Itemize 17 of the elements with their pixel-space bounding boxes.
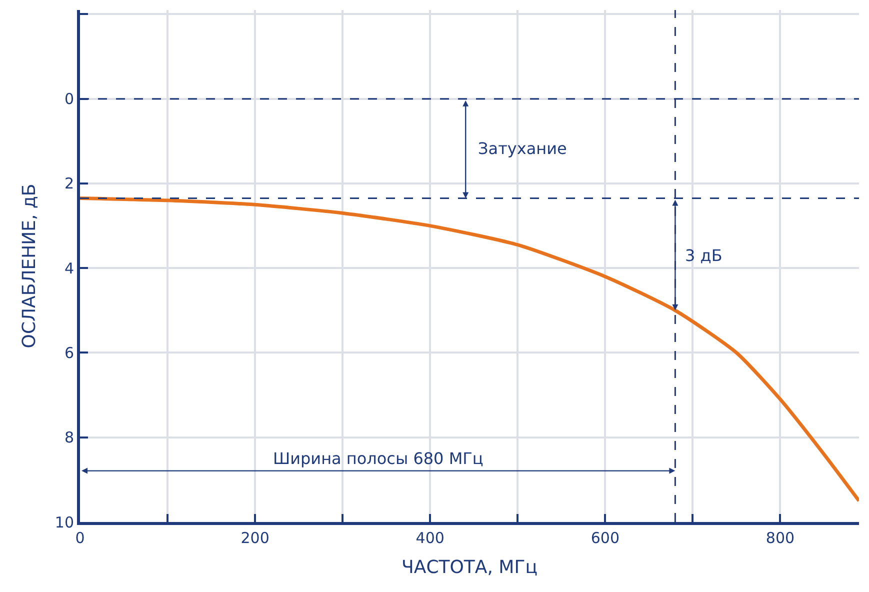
line-series xyxy=(80,196,859,503)
x-tick-label: 400 xyxy=(416,529,444,547)
x-tick-label: 800 xyxy=(766,529,795,547)
y-tick-label: 6 xyxy=(64,344,74,362)
y-axis-title: ОСЛАБЛЕНИЕ, дБ xyxy=(19,184,40,348)
x-tick-label: 200 xyxy=(240,529,270,547)
y-tick-label: 0 xyxy=(64,90,74,108)
x-tick-label: 0 xyxy=(75,529,85,547)
annotation: Ширина полосы 680 МГц xyxy=(273,449,484,468)
y-tick-label: 2 xyxy=(64,174,74,193)
y-tick-label: 10 xyxy=(54,513,74,532)
y-tick-label: 4 xyxy=(64,259,74,278)
annotation: Затухание xyxy=(478,139,567,158)
annotation: 3 дБ xyxy=(685,246,722,265)
y-tick-label: 8 xyxy=(64,428,74,447)
x-tick-label: 600 xyxy=(590,529,620,547)
x-axis-title: ЧАСТОТА, МГц xyxy=(402,557,538,578)
